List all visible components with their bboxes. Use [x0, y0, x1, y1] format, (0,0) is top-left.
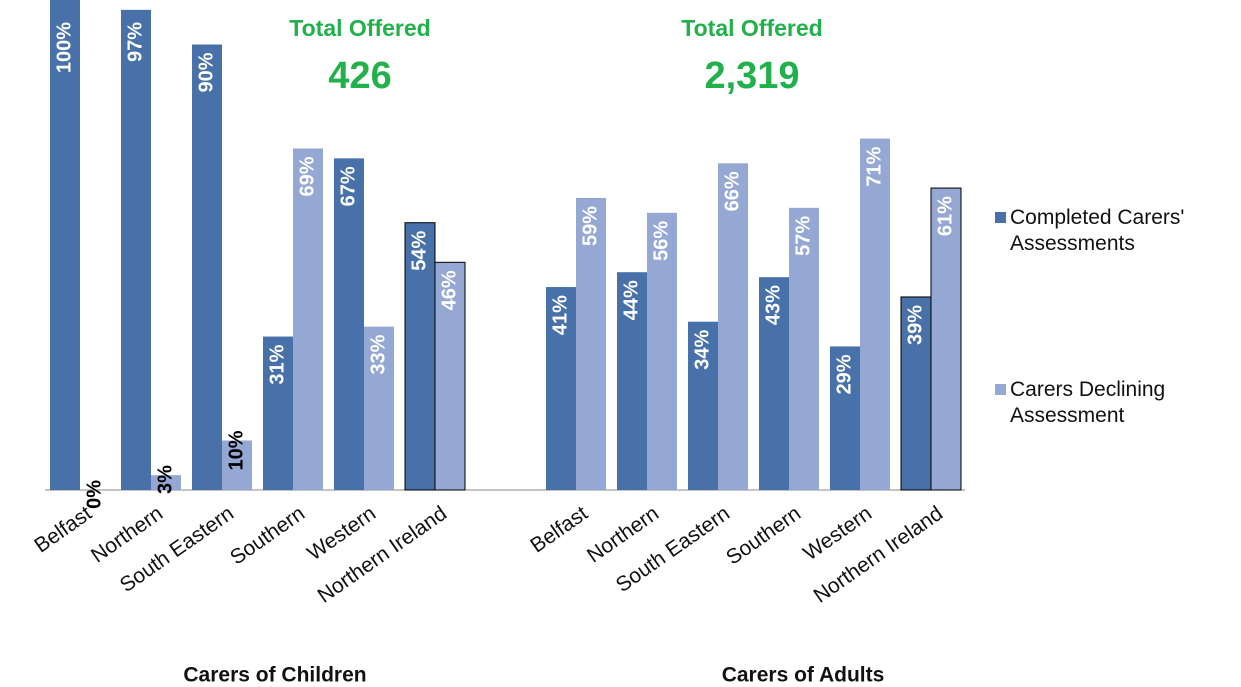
- bar: [364, 326, 394, 490]
- data-label: 100%: [53, 22, 75, 73]
- x-axis-label: Carers of Children: [183, 664, 366, 687]
- data-label: 56%: [650, 221, 672, 261]
- data-label: 29%: [833, 354, 855, 394]
- data-label: 54%: [408, 230, 430, 270]
- x-tick-label: Southern: [226, 502, 309, 570]
- bar: [647, 212, 677, 491]
- bar: [617, 272, 647, 490]
- bar: [50, 0, 80, 490]
- x-tick-label: Northern Ireland: [314, 502, 451, 608]
- legend-label: Completed Carers' Assessments: [1010, 206, 1185, 255]
- data-label: 71%: [863, 146, 885, 186]
- bar: [192, 44, 222, 490]
- data-label: 44%: [620, 280, 642, 320]
- data-label: 43%: [762, 285, 784, 325]
- legend-swatch: [995, 384, 1006, 395]
- data-label: 39%: [904, 305, 926, 345]
- bar: [930, 187, 962, 491]
- bar: [860, 138, 890, 491]
- bar: [546, 287, 576, 490]
- bar: [688, 321, 718, 490]
- x-axis-label: Carers of Adults: [722, 664, 885, 687]
- data-label: 90%: [195, 52, 217, 92]
- bar: [222, 440, 252, 490]
- legend-label: Carers Declining Assessment: [1010, 378, 1166, 427]
- data-label: 31%: [266, 344, 288, 384]
- bar: [759, 277, 789, 490]
- legend-swatch: [995, 212, 1006, 223]
- bar: [404, 222, 436, 491]
- data-label: 34%: [691, 329, 713, 369]
- data-label: 10%: [225, 430, 247, 470]
- data-label: 59%: [579, 206, 601, 246]
- data-label: 57%: [792, 216, 814, 256]
- bar: [293, 148, 323, 490]
- data-label: 41%: [549, 295, 571, 335]
- bar: [121, 9, 151, 490]
- bar: [334, 158, 364, 490]
- bar: [434, 261, 466, 491]
- total: 2,319: [704, 55, 799, 97]
- bar: [263, 336, 293, 490]
- annotation: Total Offered: [681, 15, 822, 41]
- x-tick-label: Northern Ireland: [810, 502, 947, 608]
- annotation: Total Offered: [289, 15, 430, 41]
- bar: [151, 475, 181, 490]
- bar: [900, 296, 932, 491]
- data-label: 33%: [367, 334, 389, 374]
- bar: [830, 346, 860, 490]
- data-label: 66%: [721, 171, 743, 211]
- bar: [789, 207, 819, 490]
- bar: [718, 163, 748, 491]
- total: 426: [328, 55, 391, 97]
- data-label: 3%: [154, 465, 176, 494]
- data-label: 69%: [296, 156, 318, 196]
- data-label: 46%: [438, 270, 460, 310]
- data-label: 97%: [124, 22, 146, 62]
- x-tick-label: Southern: [722, 502, 805, 570]
- data-label: 67%: [337, 166, 359, 206]
- data-label: 61%: [934, 196, 956, 236]
- data-label: 0%: [83, 480, 105, 509]
- bar: [576, 197, 606, 490]
